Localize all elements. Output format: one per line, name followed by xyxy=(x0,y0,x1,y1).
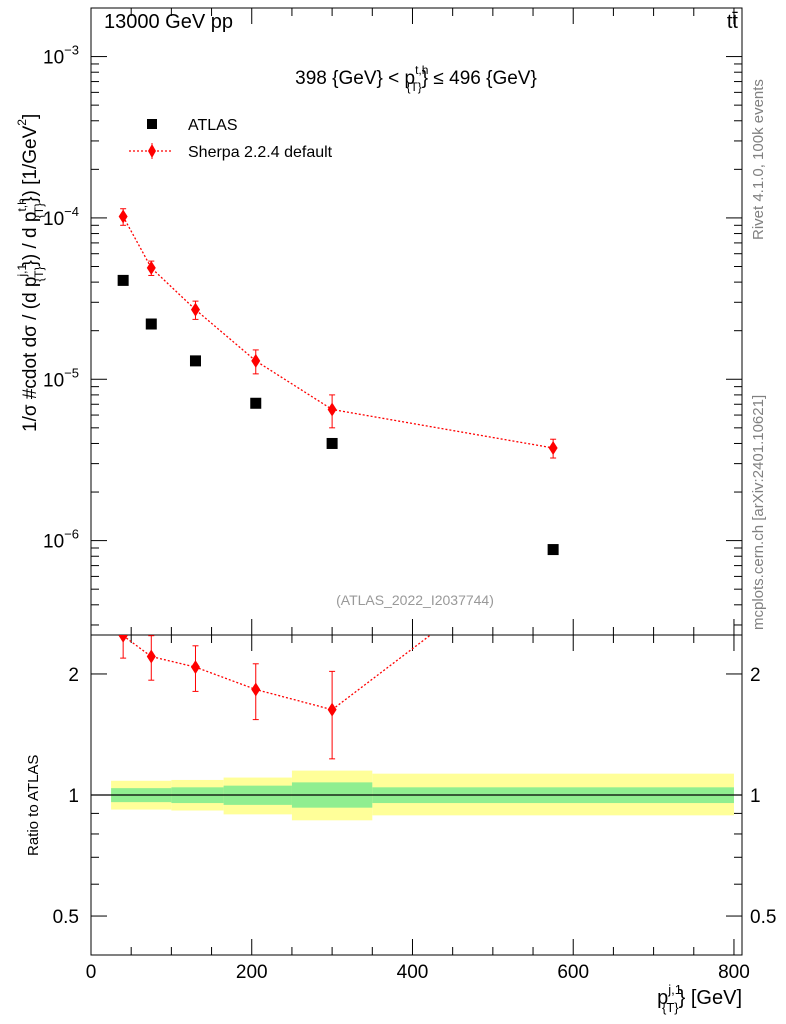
sherpa-main-point xyxy=(118,209,128,224)
ratio-panel: 0.5 0.51 12 2 0 200 400 600 800 Ratio to ATLAS … xyxy=(25,634,777,1015)
ratio-ytick-label-left: 2 xyxy=(68,665,79,686)
sherpa-ratio-point xyxy=(118,635,128,643)
ylabel-c-sup: 2 xyxy=(15,119,29,126)
atlas-main-point xyxy=(326,437,338,449)
analysis-watermark: (ATLAS_2022_I2037744) xyxy=(336,592,494,608)
main-ytick-label: 10−3 xyxy=(43,43,79,69)
ratio-xtick-label: 400 xyxy=(397,962,429,983)
xlabel-sub: {T} xyxy=(662,1000,679,1015)
ylabel-b-sup: t,h xyxy=(15,198,29,211)
xlabel-prefix: p xyxy=(657,987,668,1009)
legend-sherpa-marker xyxy=(148,144,156,158)
sherpa-ratio-point xyxy=(146,649,156,664)
main-ytick-labels: 10−610−510−410−3 xyxy=(43,43,79,553)
ylabel-a: 1/σ #cdot dσ / (d p xyxy=(20,277,41,432)
ylabel-c: }) [1/GeV xyxy=(20,125,41,202)
sherpa-ratio-point xyxy=(251,682,261,697)
atlas-main-point xyxy=(250,397,262,409)
main-ytick-label: 10−6 xyxy=(43,527,79,553)
ylabel-a-sup: j,1 xyxy=(15,264,29,278)
atlas-main-point xyxy=(189,355,201,367)
ratio-x-axis-label: pj,1 {T}} [GeV] xyxy=(657,982,742,1015)
legend-atlas-label: ATLAS xyxy=(188,117,238,134)
atlas-main-point xyxy=(117,274,129,286)
ratio-ytick-label-right: 1 xyxy=(750,786,761,807)
ylabel-d: ] xyxy=(20,114,41,119)
main-ytick-label: 10−4 xyxy=(43,204,79,230)
process-label: tt̄ xyxy=(727,11,739,33)
main-panel: 10−610−510−410−3 398 {GeV} < pt,h {T}} ≤ … xyxy=(15,7,743,636)
title-sub: {T} xyxy=(406,80,421,94)
ylabel-b-sub: {T} xyxy=(32,203,46,218)
ratio-xtick-label: 200 xyxy=(236,962,268,983)
main-ytick-label: 10−5 xyxy=(43,365,79,391)
energy-label: 13000 GeV pp xyxy=(104,11,233,33)
title-suffix: } ≤ 496 {GeV} xyxy=(422,68,537,89)
ratio-ytick-label-left: 0.5 xyxy=(53,907,79,928)
main-sherpa-series xyxy=(118,208,558,459)
sherpa-ratio-line xyxy=(122,635,432,711)
ratio-sherpa-series xyxy=(118,635,432,760)
atlas-main-point xyxy=(547,544,559,556)
ratio-xtick-labels: 0 200 400 600 800 xyxy=(86,962,750,983)
ratio-ytick-labels: 0.5 0.5 1 1 2 2 xyxy=(53,665,777,928)
ratio-xtick-label: 600 xyxy=(557,962,589,983)
xlabel-sup: j,1 xyxy=(667,982,682,997)
ylabel-b: }) / d p xyxy=(20,212,41,267)
mcplots-label: mcplots.cern.ch [arXiv:2401.10621] xyxy=(750,395,767,630)
ratio-xtick-label: 0 xyxy=(86,962,97,983)
ytick-base: 10 xyxy=(43,48,64,69)
sherpa-main-point xyxy=(146,260,156,275)
ratio-y-axis-label: Ratio to ATLAS xyxy=(25,755,42,856)
sherpa-main-point xyxy=(327,402,337,417)
ytick-exponent: −6 xyxy=(64,527,79,542)
sherpa-main-line xyxy=(122,216,554,449)
sherpa-ratio-point xyxy=(327,702,337,717)
main-frame xyxy=(90,7,743,636)
xlabel-suffix: } [GeV] xyxy=(679,987,742,1009)
ratio-ytick-label-right: 0.5 xyxy=(750,907,776,928)
sherpa-main-point xyxy=(251,353,261,368)
main-ticks xyxy=(90,7,742,635)
ytick-base: 10 xyxy=(43,209,64,230)
ratio-ytick-label-right: 2 xyxy=(750,665,761,686)
ytick-base: 10 xyxy=(43,532,64,553)
atlas-main-point xyxy=(145,318,157,330)
sherpa-main-point xyxy=(190,302,200,317)
main-y-axis-label: 1/σ #cdot dσ / (d pj,1 {T}}) / d pt,h {T}}… xyxy=(15,114,46,432)
ytick-base: 10 xyxy=(43,370,64,391)
title-prefix: 398 {GeV} < p xyxy=(295,68,415,89)
panel-title: 398 {GeV} < pt,h {T}} ≤ 496 {GeV} xyxy=(295,63,537,94)
rivet-version-label: Rivet 4.1.0, 100k events xyxy=(750,79,767,240)
ytick-exponent: −3 xyxy=(64,43,79,58)
main-atlas-series xyxy=(117,274,559,556)
ratio-ytick-label-left: 1 xyxy=(68,786,79,807)
ytick-exponent: −5 xyxy=(64,365,79,380)
ylabel-a-sub: {T} xyxy=(32,266,46,281)
ratio-xtick-label: 800 xyxy=(718,962,750,983)
title-sup: t,h xyxy=(415,63,428,77)
legend: ATLAS Sherpa 2.2.4 default xyxy=(129,117,333,161)
ytick-exponent: −4 xyxy=(64,204,79,219)
sherpa-main-point xyxy=(548,440,558,455)
sherpa-ratio-point xyxy=(190,660,200,675)
legend-atlas-marker xyxy=(147,119,157,129)
legend-sherpa-label: Sherpa 2.2.4 default xyxy=(188,144,333,161)
ratio-ticks xyxy=(90,635,742,956)
